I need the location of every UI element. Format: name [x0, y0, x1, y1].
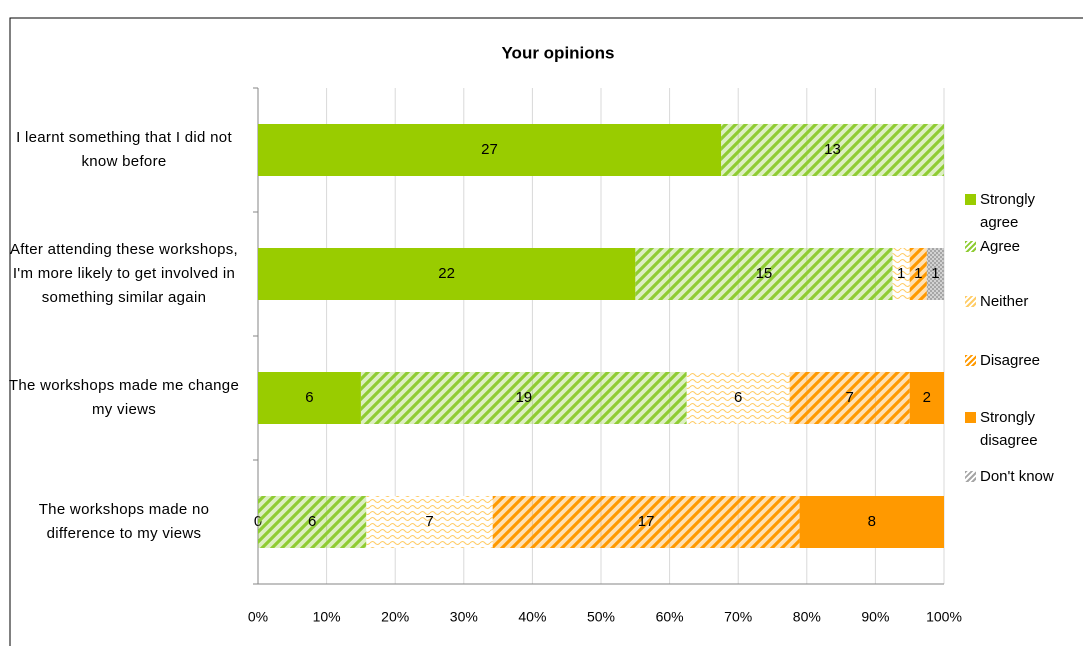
- x-tick-label: 80%: [793, 609, 821, 625]
- bar-segment: [258, 248, 636, 300]
- category-label: After attending these workshops, I'm mor…: [9, 241, 239, 306]
- data-label: 15: [756, 265, 773, 282]
- data-label: 1: [897, 265, 905, 282]
- x-tick-label: 90%: [861, 609, 889, 625]
- legend-label: Agree: [980, 238, 1021, 255]
- bar-segment: [789, 372, 910, 424]
- legend-swatch: [965, 194, 976, 205]
- legend-label: Disagree: [980, 352, 1041, 369]
- data-label: 1: [914, 265, 922, 282]
- legend-swatch: [965, 471, 976, 482]
- bar-segment: [686, 372, 790, 424]
- data-label: 6: [305, 389, 313, 406]
- bar-segment: [909, 248, 927, 300]
- bar-segment: [360, 372, 687, 424]
- x-tick-label: 40%: [518, 609, 546, 625]
- legend-entry: Agree: [965, 235, 1062, 258]
- data-label: 6: [308, 513, 316, 530]
- bar-segment: [799, 496, 944, 548]
- bar-segment: [926, 248, 944, 300]
- legend-swatch: [965, 355, 976, 366]
- category-label: The workshops made me change my views: [8, 377, 240, 418]
- legend-entry: Strongly disagree: [965, 406, 1062, 452]
- data-label: 22: [438, 265, 455, 282]
- category-label: I learnt something that I did not know b…: [16, 129, 232, 170]
- x-tick-label: 10%: [313, 609, 341, 625]
- bar-segment: [909, 372, 944, 424]
- bar-segment: [258, 124, 722, 176]
- bar-segment: [258, 372, 361, 424]
- data-label: 19: [515, 389, 532, 406]
- legend-swatch: [965, 241, 976, 252]
- data-label: 17: [638, 513, 655, 530]
- legend-swatch: [965, 412, 976, 423]
- x-tick-label: 20%: [381, 609, 409, 625]
- bar-segment: [258, 496, 367, 548]
- x-tick-label: 30%: [450, 609, 478, 625]
- x-tick-label: 60%: [656, 609, 684, 625]
- x-tick-label: 50%: [587, 609, 615, 625]
- legend-entry: Strongly agree: [965, 188, 1062, 234]
- legend-entry: Neither: [965, 290, 1062, 313]
- legend-label: Don't know: [980, 468, 1054, 485]
- x-tick-label: 100%: [926, 609, 962, 625]
- legend-entry: Disagree: [965, 349, 1062, 372]
- data-label: 13: [824, 141, 841, 158]
- bar-segment: [366, 496, 493, 548]
- data-label: 2: [923, 389, 931, 406]
- x-tick-label: 0%: [248, 609, 268, 625]
- data-label: 27: [481, 141, 498, 158]
- chart-title: Your opinions: [501, 43, 614, 62]
- legend-label: Neither: [980, 293, 1029, 310]
- bar-segment: [721, 124, 944, 176]
- legend-swatch: [965, 296, 976, 307]
- data-label: 1: [931, 265, 939, 282]
- bar-segment: [492, 496, 800, 548]
- bar-segment: [635, 248, 893, 300]
- x-tick-label: 70%: [724, 609, 752, 625]
- legend-entry: Don't know: [965, 465, 1062, 488]
- data-label: 6: [734, 389, 742, 406]
- data-label: 7: [846, 389, 854, 406]
- bar-segment: [892, 248, 910, 300]
- category-label: The workshops made no difference to my v…: [38, 501, 210, 542]
- data-label: 7: [425, 513, 433, 530]
- legend-label: Strongly disagree: [980, 409, 1038, 449]
- legend-label: Strongly agree: [980, 191, 1036, 231]
- chart-frame: [9, 17, 1083, 646]
- data-label: 8: [868, 513, 876, 530]
